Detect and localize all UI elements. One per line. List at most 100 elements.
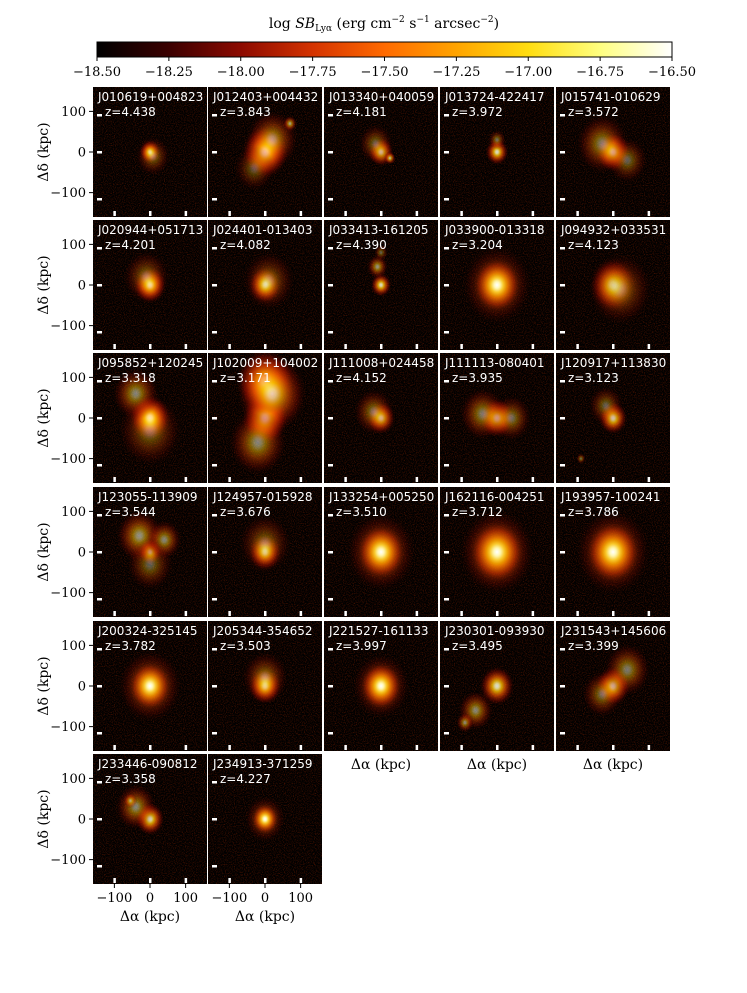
lya-emission-blob — [234, 145, 275, 191]
scale-marker — [647, 745, 651, 750]
scale-marker — [149, 611, 152, 616]
y-tick-label: −100 — [50, 319, 86, 334]
colorbar-tick-label: −18.00 — [217, 65, 265, 80]
y-axis-label: Δδ (kpc) — [36, 122, 52, 181]
y-axis-label: Δδ (kpc) — [36, 656, 52, 715]
colorbar-tick-label: −16.75 — [576, 65, 624, 80]
scale-marker — [560, 598, 565, 601]
scale-marker — [97, 781, 102, 784]
scale-marker — [97, 198, 102, 201]
scale-marker — [97, 284, 102, 287]
y-tick-label: 100 — [61, 371, 86, 386]
y-tick-label: 0 — [78, 146, 86, 161]
scale-marker — [97, 648, 102, 651]
scale-marker — [184, 611, 188, 616]
redshift-label: z=3.503 — [220, 639, 271, 653]
scale-marker — [560, 464, 565, 467]
scale-marker — [228, 878, 231, 883]
scale-marker — [212, 417, 217, 420]
scale-marker — [444, 151, 449, 154]
lya-emission-blob — [239, 514, 291, 574]
scale-marker — [264, 878, 267, 883]
scale-marker — [97, 732, 102, 735]
scale-marker — [415, 477, 419, 482]
scale-marker — [444, 417, 449, 420]
scale-marker — [212, 247, 217, 250]
scale-marker — [344, 477, 347, 482]
scale-marker — [612, 211, 615, 216]
x-tick-label: 100 — [288, 891, 313, 906]
scale-marker — [328, 551, 333, 554]
y-tick-label: 0 — [78, 813, 86, 828]
lya-emission-blob — [242, 651, 288, 704]
scale-marker — [444, 331, 449, 334]
scale-marker — [560, 380, 565, 383]
scale-marker — [560, 514, 565, 517]
scale-marker — [344, 211, 347, 216]
scale-marker — [460, 611, 463, 616]
scale-marker — [344, 745, 347, 750]
scale-marker — [113, 611, 116, 616]
lya-emission-blob — [607, 137, 648, 183]
redshift-label: z=3.318 — [105, 371, 156, 385]
lya-emission-blob — [588, 253, 652, 325]
scale-marker — [328, 598, 333, 601]
scale-marker — [299, 745, 303, 750]
lya-emission-blob — [491, 395, 532, 441]
axes: 100 0 −100 Δδ (kpc) 100 0 −100 Δδ (kpc) 100 0 −100… — [36, 105, 643, 925]
scale-marker — [328, 685, 333, 688]
scale-marker — [97, 247, 102, 250]
scale-marker — [299, 611, 303, 616]
colorbar-tick-label: −18.50 — [73, 65, 121, 80]
scale-marker — [380, 344, 383, 349]
scale-marker — [576, 745, 579, 750]
redshift-label: z=3.572 — [568, 105, 619, 119]
scale-marker — [444, 648, 449, 651]
quasar-name: J230301-093930 — [444, 624, 545, 638]
scale-marker — [444, 514, 449, 517]
scale-marker — [97, 380, 102, 383]
quasar-name: J200324-325145 — [97, 624, 198, 638]
scale-marker — [444, 380, 449, 383]
scale-marker — [149, 477, 152, 482]
lya-emission-blob — [479, 666, 515, 706]
scale-marker — [212, 865, 217, 868]
scale-marker — [415, 211, 419, 216]
lya-emission-blob — [358, 124, 393, 164]
scale-marker — [97, 151, 102, 154]
scale-marker — [97, 818, 102, 821]
scale-marker — [212, 114, 217, 117]
scale-marker — [531, 477, 535, 482]
lya-emission-blob — [242, 251, 295, 311]
scale-marker — [149, 745, 152, 750]
redshift-label: z=4.227 — [220, 772, 271, 786]
redshift-label: z=4.438 — [105, 105, 156, 119]
scale-marker — [299, 211, 303, 216]
x-tick-label: 0 — [146, 891, 154, 906]
scale-marker — [97, 331, 102, 334]
y-axis-label: Δδ (kpc) — [36, 255, 52, 314]
scale-marker — [328, 648, 333, 651]
scale-marker — [264, 745, 267, 750]
redshift-label: z=3.123 — [568, 371, 619, 385]
scale-marker — [328, 331, 333, 334]
lya-emission-blob — [456, 712, 474, 733]
redshift-label: z=3.786 — [568, 505, 619, 519]
y-tick-label: −100 — [50, 452, 86, 467]
scale-marker — [444, 551, 449, 554]
quasar-name: J012403+004432 — [212, 90, 318, 104]
scale-marker — [460, 745, 463, 750]
scale-marker — [212, 598, 217, 601]
redshift-label: z=4.152 — [336, 371, 387, 385]
scale-marker — [228, 211, 231, 216]
scale-marker — [97, 514, 102, 517]
